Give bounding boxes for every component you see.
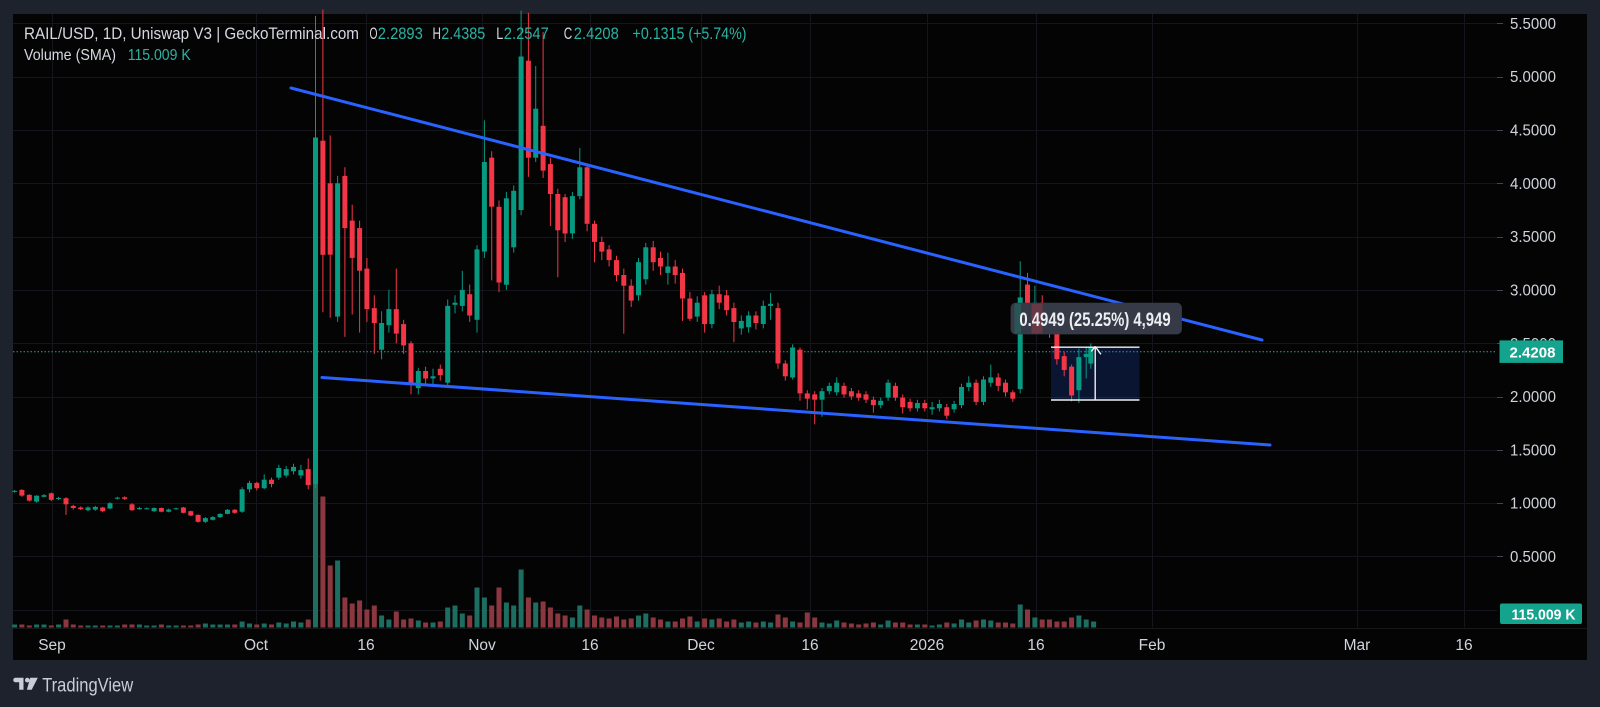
svg-text:+0.1315 (+5.74%): +0.1315 (+5.74%): [633, 24, 747, 43]
svg-text:5.0000: 5.0000: [1510, 69, 1556, 86]
svg-text:RAIL/USD, 1D, Uniswap V3 | Gec: RAIL/USD, 1D, Uniswap V3 | GeckoTerminal…: [24, 24, 359, 43]
svg-text:Feb: Feb: [1139, 637, 1166, 654]
svg-text:Mar: Mar: [1344, 637, 1371, 654]
svg-text:2.2547: 2.2547: [504, 24, 549, 43]
svg-text:Oct: Oct: [244, 637, 269, 654]
svg-text:1.0000: 1.0000: [1510, 496, 1556, 513]
svg-text:1.5000: 1.5000: [1510, 442, 1556, 459]
svg-text:3.5000: 3.5000: [1510, 229, 1556, 246]
svg-text:Sep: Sep: [38, 637, 66, 654]
svg-text:16: 16: [1027, 637, 1044, 654]
svg-text:2.2893: 2.2893: [378, 24, 423, 43]
svg-text:Dec: Dec: [687, 637, 715, 654]
svg-text:0.4949 (25.25%) 4,949: 0.4949 (25.25%) 4,949: [1019, 310, 1170, 331]
svg-text:O: O: [370, 24, 378, 43]
svg-text:115.009 K: 115.009 K: [1512, 607, 1576, 624]
svg-text:C: C: [564, 24, 573, 43]
svg-text:Nov: Nov: [468, 637, 496, 654]
svg-text:115.009 K: 115.009 K: [128, 47, 191, 64]
svg-text:2.4208: 2.4208: [1510, 344, 1556, 361]
svg-text:H: H: [433, 24, 442, 43]
svg-text:0.5000: 0.5000: [1510, 549, 1556, 566]
svg-text:L: L: [496, 24, 503, 43]
svg-text:4.0000: 4.0000: [1510, 176, 1556, 193]
svg-text:3.0000: 3.0000: [1510, 282, 1556, 299]
svg-text:2.0000: 2.0000: [1510, 389, 1556, 406]
svg-text:16: 16: [357, 637, 374, 654]
svg-text:16: 16: [1455, 637, 1472, 654]
svg-text:2026: 2026: [910, 637, 944, 654]
svg-text:TradingView: TradingView: [42, 675, 133, 696]
svg-text:5.5000: 5.5000: [1510, 16, 1556, 33]
svg-text:Volume (SMA): Volume (SMA): [24, 47, 116, 64]
svg-text:2.4385: 2.4385: [441, 24, 485, 43]
svg-text:2.4208: 2.4208: [574, 24, 619, 43]
svg-text:4.5000: 4.5000: [1510, 123, 1556, 140]
svg-text:16: 16: [801, 637, 818, 654]
svg-text:16: 16: [581, 637, 598, 654]
